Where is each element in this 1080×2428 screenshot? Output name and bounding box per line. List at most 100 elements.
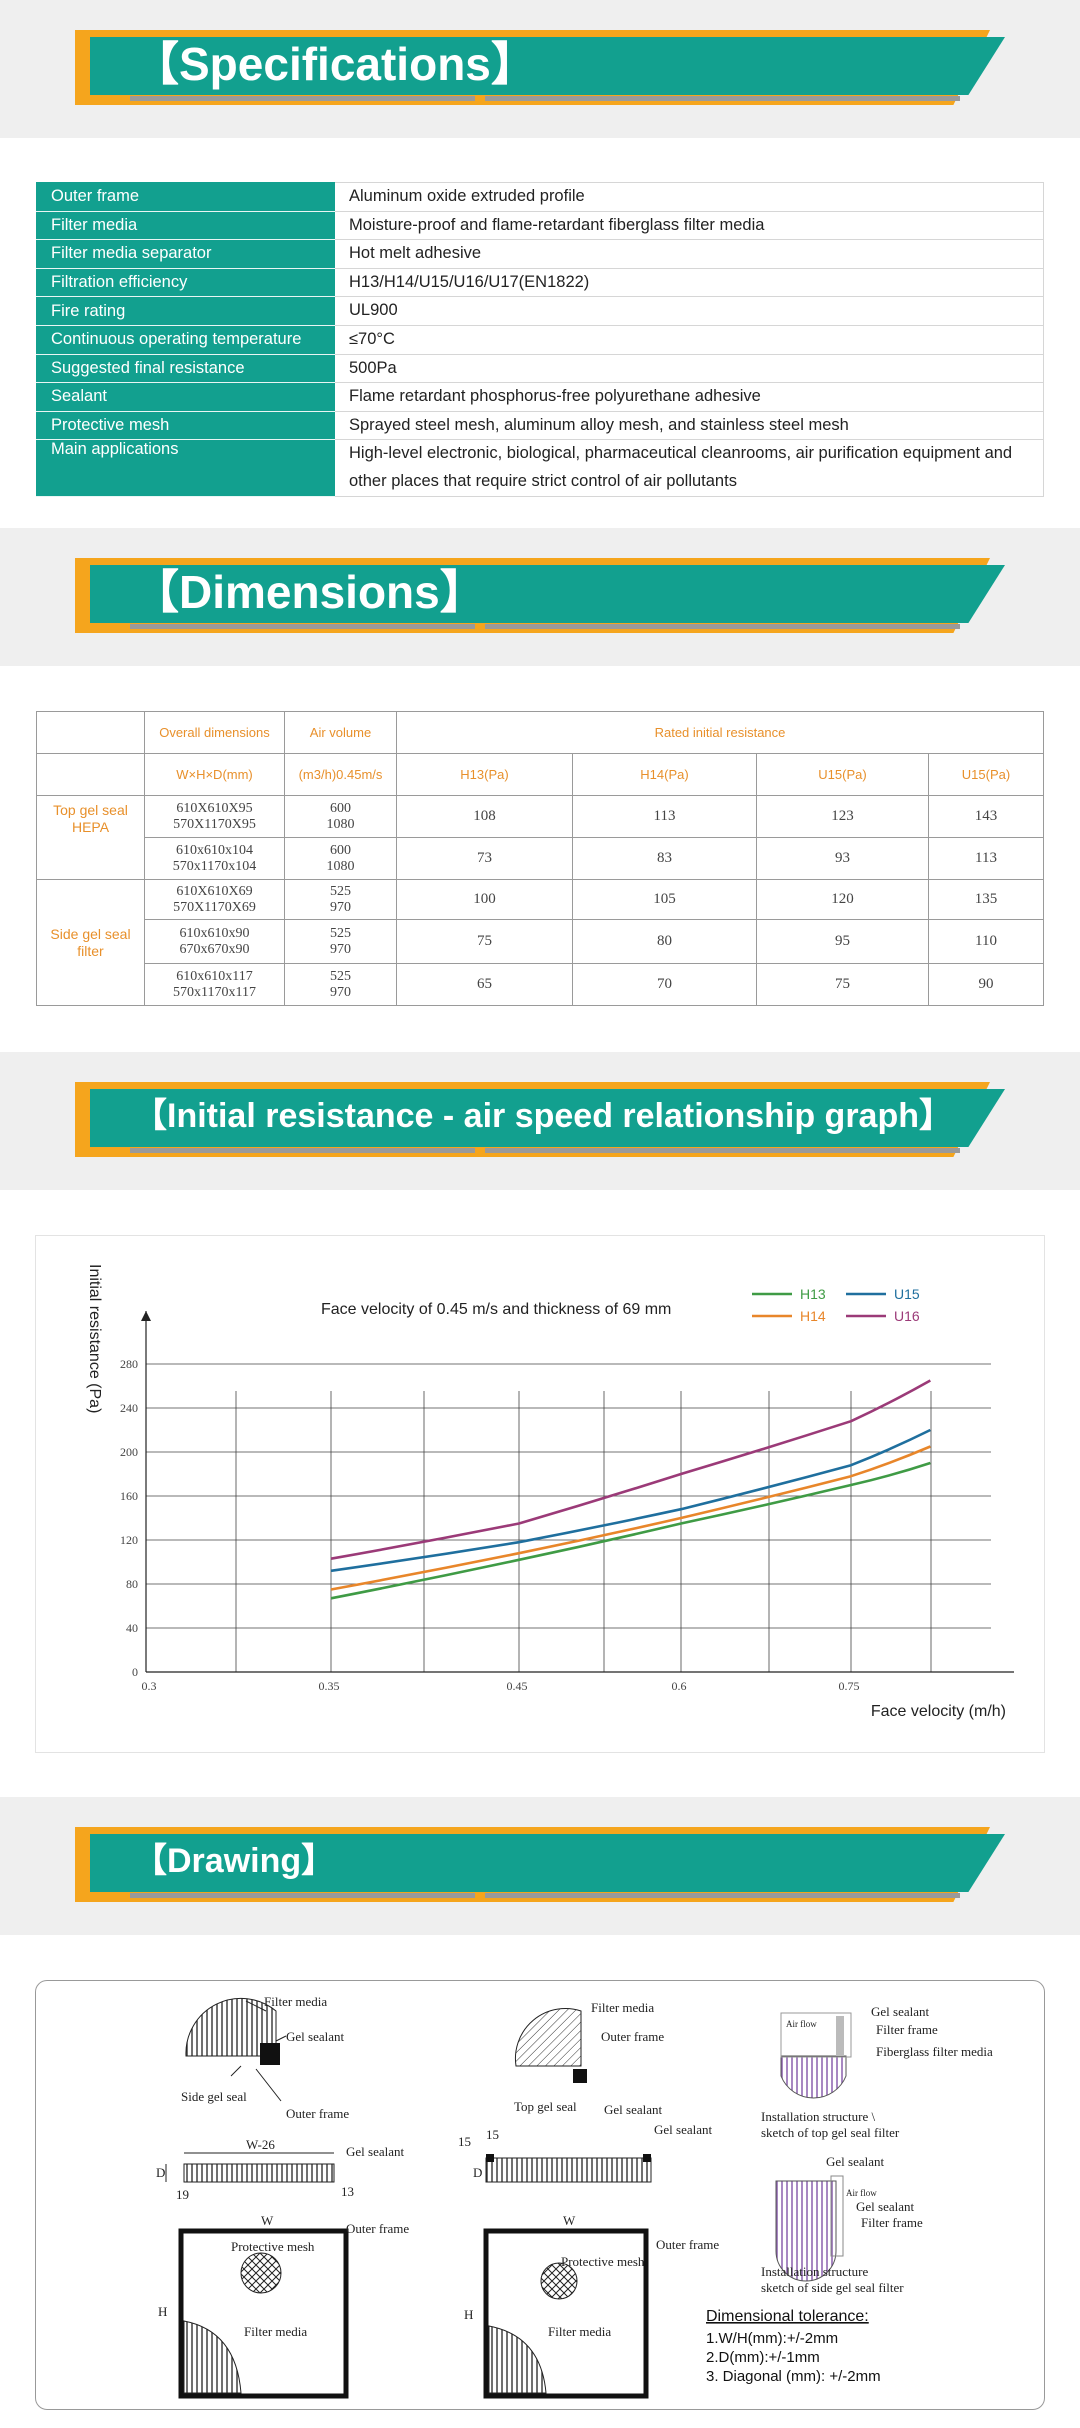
label-fiberglass: Fiberglass filter media xyxy=(876,2044,993,2059)
spec-value: Moisture-proof and flame-retardant fiber… xyxy=(334,210,1044,241)
dim-size-1: 610x610x117 xyxy=(176,968,253,984)
dim-air-2: 1080 xyxy=(326,858,355,874)
chart-x-label: Face velocity (m/h) xyxy=(871,1703,1006,1720)
dim-resistance-cell: 143 xyxy=(928,795,1044,838)
dim-size-2: 570X1170X95 xyxy=(173,816,256,832)
dim-air-1: 600 xyxy=(330,842,351,858)
dim-air-cell: 525 970 xyxy=(284,963,397,1006)
dim-air-cell: 525 970 xyxy=(284,879,397,920)
label-outer-frame-4: Outer frame xyxy=(656,2237,719,2252)
dim-resistance-cell: 110 xyxy=(928,919,1044,964)
chart-y-arrow xyxy=(141,1311,151,1321)
dim-row: 610x610x104 570x1170x104 600 1080 73 83 93 113 xyxy=(37,837,1044,880)
dim-air-1: 600 xyxy=(330,800,351,816)
dim-header-rated: Rated initial resistance xyxy=(396,711,1044,754)
label-install-top-2: sketch of top gel seal filter xyxy=(761,2125,900,2140)
spec-key: Protective mesh xyxy=(36,410,335,441)
label-gel-sealant-3: Gel sealant xyxy=(604,2102,663,2117)
label-w-1: W xyxy=(261,2213,274,2228)
dim-row: Side gel seal filter 610X610X69 570X1170X6… xyxy=(36,879,1044,1006)
dim-air-cell: 600 1080 xyxy=(284,837,397,880)
chart-legend-label: H14 xyxy=(800,1308,826,1324)
spec-row: Filter media separator Hot melt adhesive xyxy=(36,239,1044,269)
chart-series-line-h13 xyxy=(330,1461,931,1600)
label-filter-media-2: Filter media xyxy=(244,2324,307,2339)
dim-size-cell: 610x610x117 570x1170x117 xyxy=(144,963,285,1006)
spec-value: ≤70°C xyxy=(334,324,1044,355)
dim-size-cell: 610X610X69 570X1170X69 xyxy=(144,879,285,920)
label-top-gel-seal: Top gel seal xyxy=(514,2099,577,2114)
specifications-table: Outer frame Aluminum oxide extruded profi… xyxy=(36,182,1044,497)
dim-size-1: 610X610X69 xyxy=(176,883,253,899)
chart-legend-label: U15 xyxy=(894,1286,920,1302)
spec-value: UL900 xyxy=(334,296,1044,326)
spec-row: Suggested final resistance 500Pa xyxy=(36,353,1044,384)
label-15b: 15 xyxy=(486,2127,499,2142)
label-outer-frame-2: Outer frame xyxy=(346,2221,409,2236)
dim-air-1: 525 xyxy=(330,968,351,984)
dim-air-cell: 525 970 xyxy=(284,919,397,964)
label-filter-media-1: Filter media xyxy=(264,1994,327,2009)
chart-y-tick: 120 xyxy=(120,1533,138,1547)
label-gel-sealant-4: Gel sealant xyxy=(654,2122,713,2137)
dim-air-2: 970 xyxy=(330,941,351,957)
spec-key: Filter media separator xyxy=(36,239,335,269)
top-gel-seal-detail xyxy=(514,2008,587,2083)
chart-series-line-u16 xyxy=(330,1379,931,1560)
spec-value: 500Pa xyxy=(334,353,1044,384)
label-filter-media-3: Filter media xyxy=(591,2000,654,2015)
spec-key: Outer frame xyxy=(36,182,335,212)
spec-row: Filtration efficiency H13/H14/U15/U16/U17… xyxy=(36,267,1044,298)
dim-resistance-cell: 93 xyxy=(756,837,929,880)
spec-key: Filtration efficiency xyxy=(36,267,335,298)
dim-size-cell: 610x610x104 570x1170x104 xyxy=(144,837,285,880)
chart-x-tick: 0.45 xyxy=(507,1679,528,1693)
dim-resistance-cell: 108 xyxy=(396,795,573,838)
tolerance-title: Dimensional tolerance: xyxy=(706,2308,869,2325)
dim-air-1: 525 xyxy=(330,883,351,899)
dim-col-u15b: U15(Pa) xyxy=(928,753,1044,796)
dimensions-banner: 【Dimensions】 xyxy=(75,558,1005,633)
dim-resistance-cell: 80 xyxy=(572,919,757,964)
specifications-title: 【Specifications】 xyxy=(133,38,537,90)
chart-y-tick: 160 xyxy=(120,1489,138,1503)
dim-resistance-cell: 95 xyxy=(756,919,929,964)
chart-y-tick: 40 xyxy=(126,1621,138,1635)
label-gel-sealant-1: Gel sealant xyxy=(286,2029,345,2044)
label-air-flow-1: Air flow xyxy=(786,2019,817,2029)
dim-sub-air: (m3/h)0.45m/s xyxy=(284,753,397,796)
dim-air-cell: 600 1080 xyxy=(284,795,397,838)
label-side-gel-seal: Side gel seal xyxy=(181,2089,247,2104)
label-protective-mesh-1: Protective mesh xyxy=(231,2239,315,2254)
dim-resistance-cell: 120 xyxy=(756,879,929,920)
spec-row: Main applications High-level electronic, … xyxy=(36,439,1044,497)
dim-resistance-cell: 100 xyxy=(396,879,573,920)
spec-row: Fire rating UL900 xyxy=(36,296,1044,326)
dim-air-1: 525 xyxy=(330,925,351,941)
dim-col-h14: H14(Pa) xyxy=(572,753,757,796)
label-gel-sealant-2: Gel sealant xyxy=(346,2144,405,2159)
dimensions-title: 【Dimensions】 xyxy=(133,566,486,618)
chart-y-tick: 200 xyxy=(120,1445,138,1459)
dim-header-air: Air volume xyxy=(284,711,397,754)
front-view-middle xyxy=(483,2228,649,2399)
spec-key: Suggested final resistance xyxy=(36,353,335,384)
label-h-1: H xyxy=(158,2304,167,2319)
spec-value: High-level electronic, biological, pharm… xyxy=(334,439,1044,497)
dim-col-h13: H13(Pa) xyxy=(396,753,573,796)
spec-key: Continuous operating temperature xyxy=(36,324,335,355)
chart-x-tick: 0.6 xyxy=(672,1679,687,1693)
label-install-top-1: Installation structure \ xyxy=(761,2109,875,2124)
spec-key: Main applications xyxy=(36,439,335,497)
dim-resistance-cell: 90 xyxy=(928,963,1044,1006)
chart-legend-label: H13 xyxy=(800,1286,826,1302)
dim-resistance-cell: 70 xyxy=(572,963,757,1006)
chart-series-line-u15 xyxy=(330,1428,931,1573)
label-filter-media-4: Filter media xyxy=(548,2324,611,2339)
dim-row: Top gel seal HEPA 610X610X95 570X1170X95 60… xyxy=(36,795,1044,880)
dim-sub-dims: W×H×D(mm) xyxy=(144,753,285,796)
dim-resistance-cell: 73 xyxy=(396,837,573,880)
label-w26: W-26 xyxy=(246,2137,275,2152)
side-gel-seal-profile xyxy=(165,2152,335,2183)
dim-size-1: 610x610x90 xyxy=(179,925,250,941)
